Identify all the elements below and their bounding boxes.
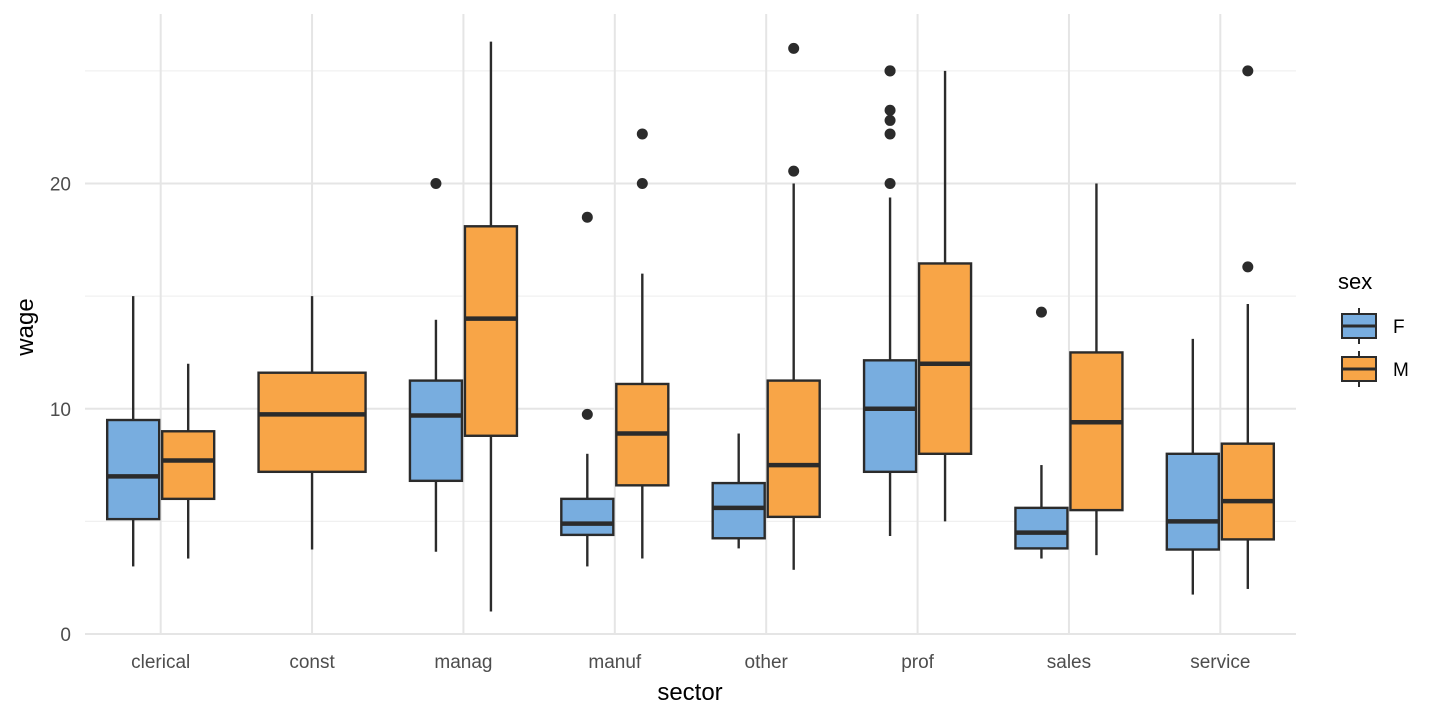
box-const-M: [257, 296, 367, 550]
box-manuf-F: [560, 211, 615, 567]
box-sales-F: [1014, 306, 1069, 559]
box-body: [1014, 506, 1069, 550]
legend-item-F: F: [1341, 308, 1405, 344]
y-tick-label: 10: [50, 400, 71, 421]
box-other-M: [766, 42, 821, 570]
box-body: [257, 371, 367, 474]
axis-layer: sector wage: [12, 298, 723, 706]
x-tick-label: manag: [434, 652, 492, 673]
box-body: [1220, 442, 1276, 541]
legend-label: F: [1393, 317, 1405, 338]
outlier-point: [1242, 65, 1254, 77]
box-body: [105, 418, 161, 521]
outlier-point: [884, 104, 896, 116]
outlier-point: [884, 128, 896, 140]
box-service-F: [1165, 338, 1221, 595]
x-tick-label: clerical: [131, 652, 190, 673]
outlier-point: [788, 42, 800, 54]
outlier-point: [884, 114, 896, 126]
box-clerical-F: [105, 296, 161, 567]
box-body: [463, 225, 519, 437]
legend-title: sex: [1338, 269, 1372, 294]
box-body: [1069, 351, 1124, 512]
legend-label: M: [1393, 360, 1409, 381]
box-prof-F: [862, 65, 918, 537]
box-service-M: [1220, 65, 1276, 589]
box-body: [560, 497, 615, 537]
y-axis-title: wage: [12, 298, 39, 356]
outlier-point: [884, 178, 896, 189]
box-body: [408, 379, 464, 483]
box-body: [1165, 452, 1221, 551]
y-tick-label: 0: [60, 625, 71, 646]
box-layer: [105, 41, 1276, 612]
legend: sex F M: [1338, 269, 1409, 387]
x-axis-title: sector: [657, 679, 722, 706]
outlier-point: [581, 408, 593, 420]
outlier-point: [788, 165, 800, 177]
box-manag-M: [463, 41, 519, 612]
outlier-point: [430, 178, 442, 189]
outlier-point: [1242, 261, 1254, 273]
box-prof-M: [917, 70, 973, 522]
x-tick-label: service: [1190, 652, 1250, 673]
box-other-F: [711, 433, 766, 549]
box-body: [766, 379, 821, 519]
box-body: [862, 359, 918, 474]
box-manuf-M: [615, 128, 670, 559]
x-tick-label: const: [289, 652, 335, 673]
outlier-point: [636, 178, 648, 189]
x-tick-label: prof: [901, 652, 934, 673]
outlier-point: [1035, 306, 1047, 318]
outlier-point: [636, 128, 648, 140]
y-tick-label: 20: [50, 175, 71, 196]
grid-layer: 0 10 20 clerical const manag manuf other prof sal…: [50, 14, 1296, 673]
x-tick-label: manuf: [588, 652, 642, 673]
outlier-point: [884, 65, 896, 77]
box-body: [917, 262, 973, 455]
box-clerical-M: [160, 363, 216, 559]
box-body: [711, 481, 766, 540]
box-manag-F: [408, 178, 464, 552]
box-sales-M: [1069, 183, 1124, 556]
x-tick-label: other: [745, 652, 789, 673]
legend-item-M: M: [1341, 351, 1409, 387]
outlier-point: [581, 211, 593, 223]
x-tick-label: sales: [1047, 652, 1091, 673]
box-body: [160, 430, 216, 501]
